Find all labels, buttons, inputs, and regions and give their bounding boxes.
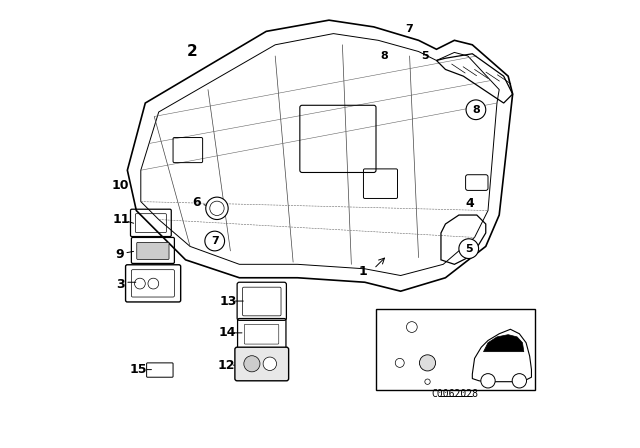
Text: 10: 10 — [112, 179, 129, 193]
Text: 3: 3 — [116, 278, 125, 291]
Text: 5: 5 — [422, 51, 429, 61]
Text: 6: 6 — [193, 196, 201, 209]
Circle shape — [206, 197, 228, 220]
Text: 14: 14 — [218, 326, 236, 340]
Text: 13: 13 — [220, 294, 237, 308]
Text: 5: 5 — [465, 244, 472, 254]
Circle shape — [466, 100, 486, 120]
Circle shape — [481, 374, 495, 388]
Circle shape — [205, 231, 225, 251]
Circle shape — [244, 356, 260, 372]
Text: 8: 8 — [380, 51, 388, 61]
FancyBboxPatch shape — [137, 242, 169, 259]
Text: 15: 15 — [130, 363, 147, 376]
Text: 1: 1 — [358, 264, 367, 278]
Text: 9: 9 — [115, 248, 124, 261]
Text: 7: 7 — [211, 236, 219, 246]
FancyBboxPatch shape — [376, 309, 535, 390]
Text: 8: 8 — [472, 105, 480, 115]
Circle shape — [419, 355, 436, 371]
Circle shape — [459, 239, 479, 258]
Text: 7: 7 — [406, 24, 413, 34]
Text: C0062028: C0062028 — [432, 389, 479, 399]
FancyBboxPatch shape — [235, 347, 289, 381]
Text: 2: 2 — [187, 44, 198, 59]
Circle shape — [512, 374, 527, 388]
Text: 12: 12 — [217, 358, 235, 372]
Text: 11: 11 — [113, 213, 130, 226]
Text: 4: 4 — [466, 197, 474, 211]
Circle shape — [406, 322, 417, 332]
Circle shape — [263, 357, 276, 370]
Polygon shape — [484, 335, 524, 352]
